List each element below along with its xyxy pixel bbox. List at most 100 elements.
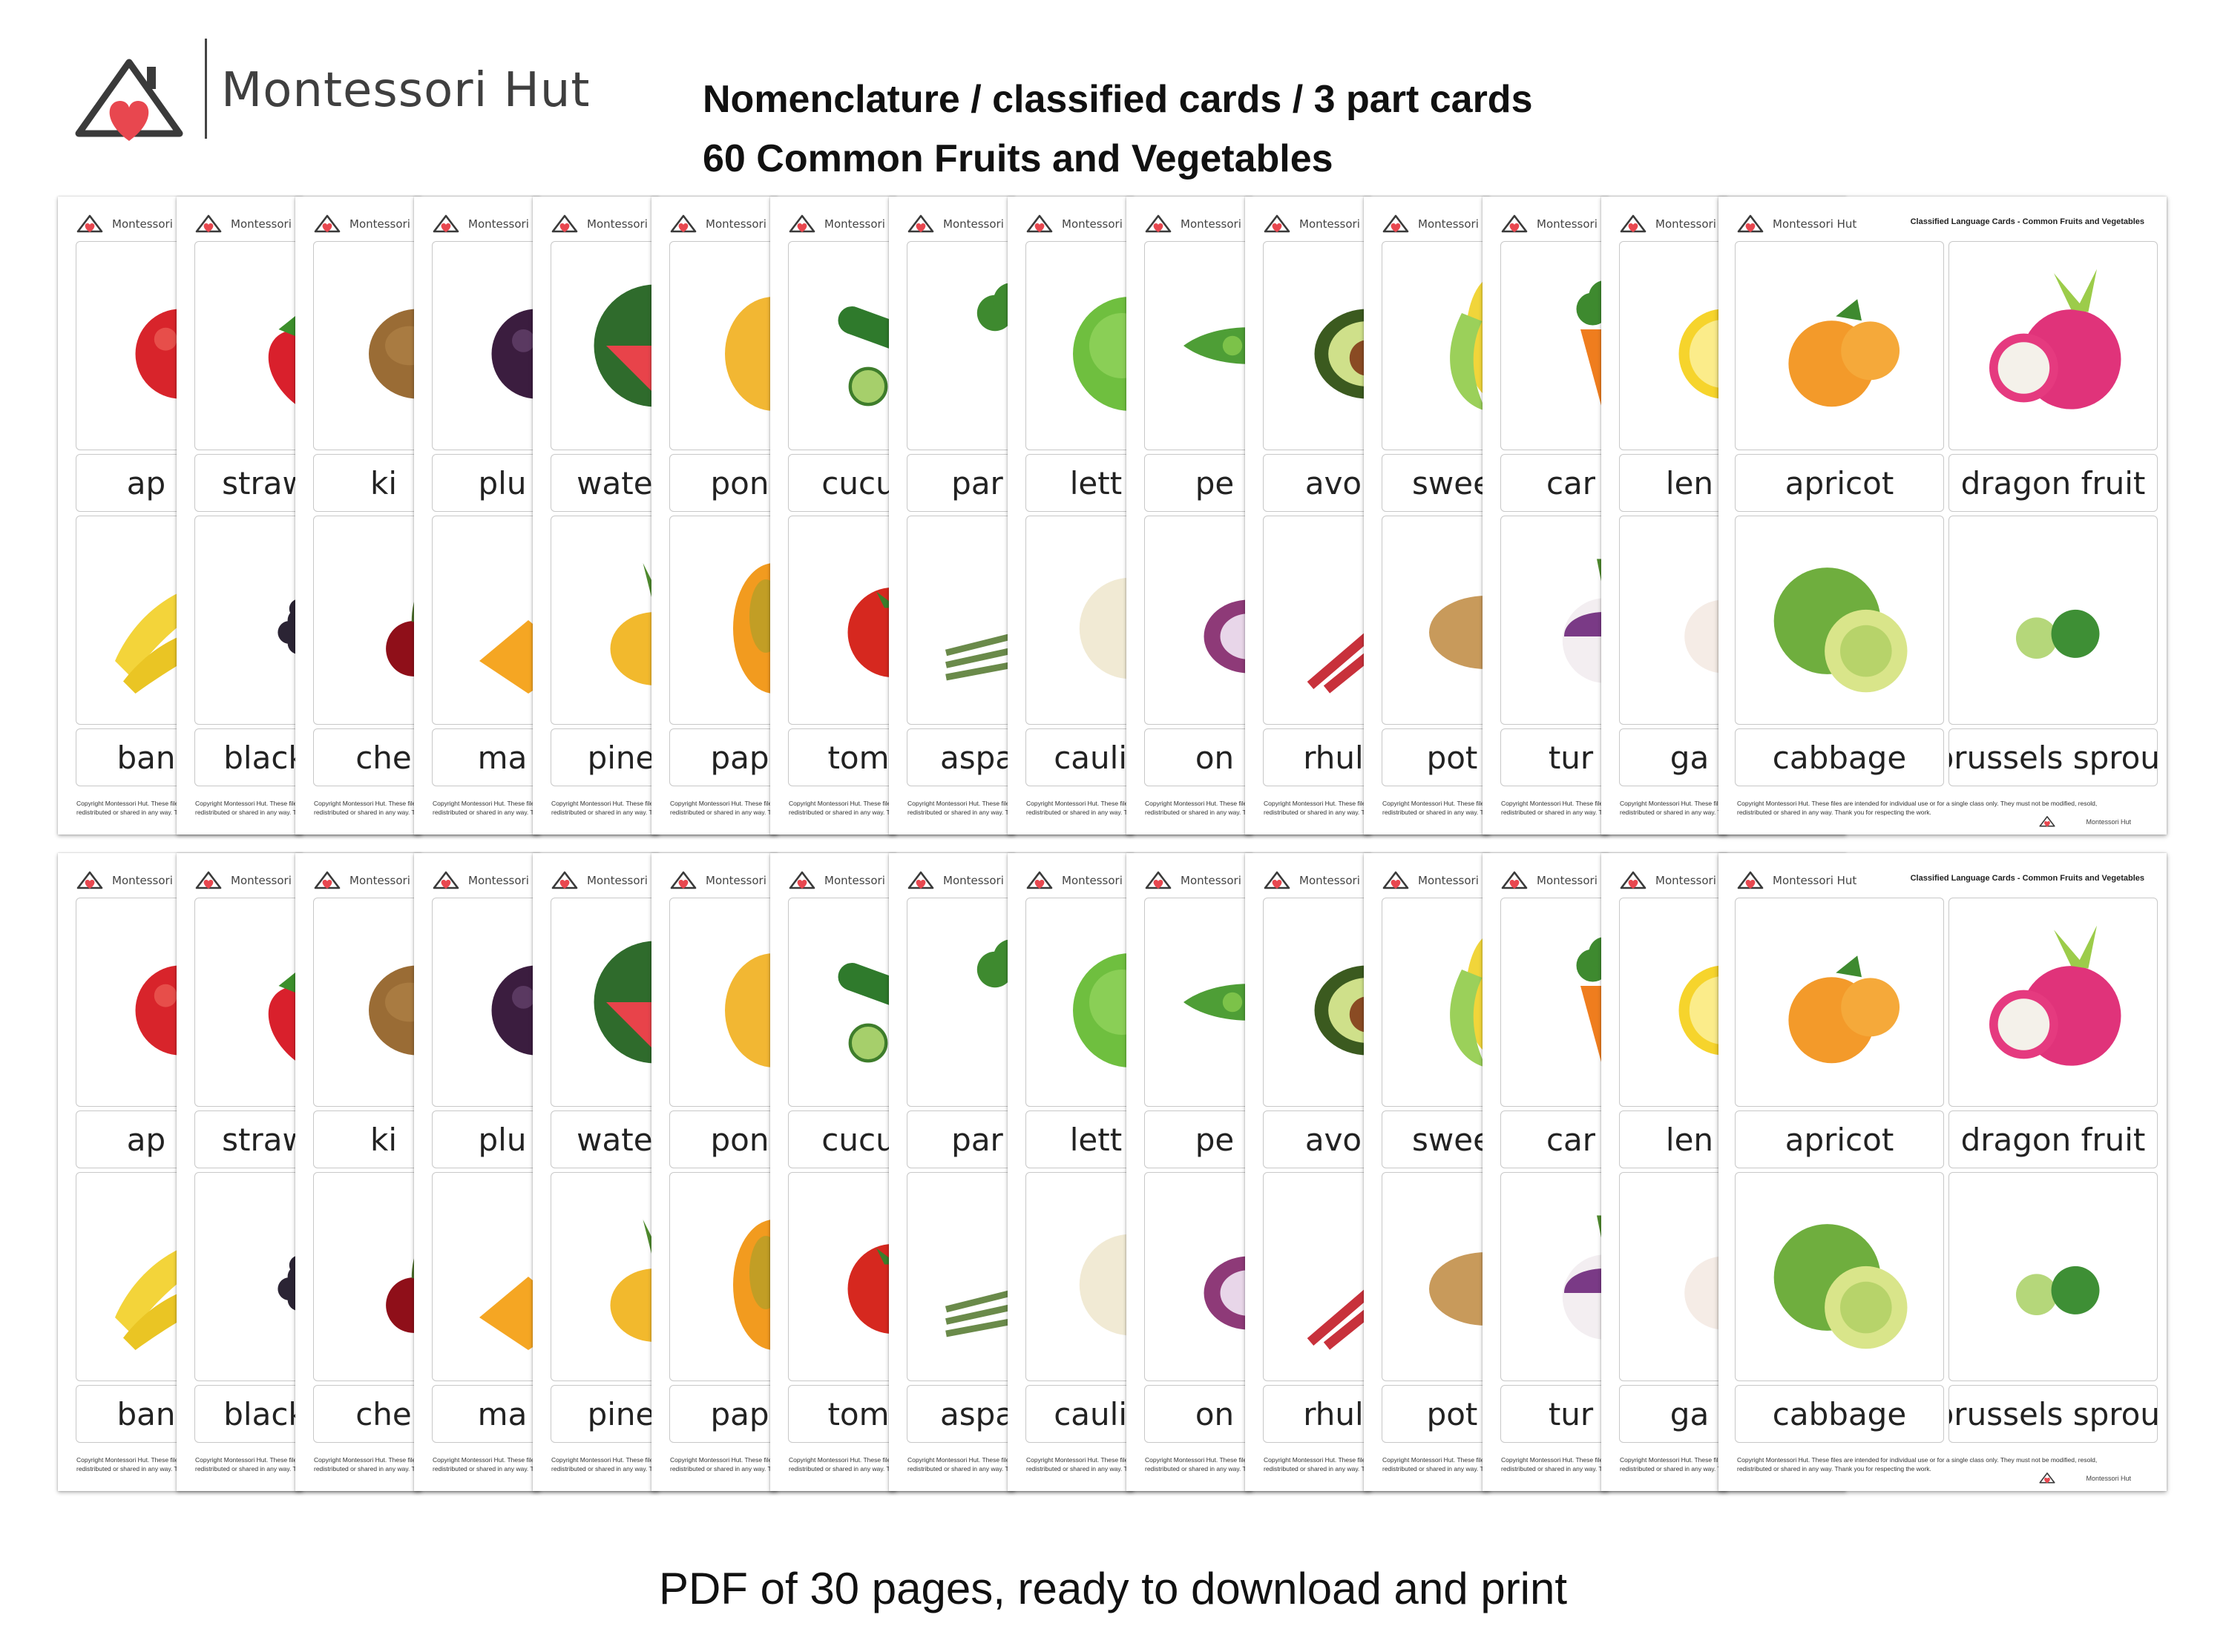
card-label: brussels sprout [1949,1395,2157,1432]
sheet-brand: Montessori Hut [1418,874,1503,887]
card-label: ki [370,1121,397,1158]
card-label: black [223,739,306,776]
card-label: che [355,739,412,776]
card-label: cucu [821,464,896,501]
house-heart-icon [1264,214,1290,233]
card-image [1750,917,1930,1089]
picture-card [1948,241,2158,450]
sheet-brand: Montessori Hut [943,874,1028,887]
house-heart-icon [1026,214,1053,233]
house-heart-icon [433,214,459,233]
house-heart-icon [1620,871,1646,889]
card-label: len [1665,1121,1714,1158]
sheet-title: Classified Language Cards - Common Fruit… [1910,874,2144,883]
house-heart-icon [907,214,934,233]
sheet-brand: Montessori Hut [112,874,197,887]
house-heart-icon [433,871,459,889]
card-label: ma [477,739,528,776]
sheet-brand: Montessori Hut [587,217,672,231]
headline-subtitle: 60 Common Fruits and Vegetables [703,137,1333,180]
card-label: ga [1670,739,1710,776]
card-image [1964,260,2144,432]
house-heart-icon [1145,214,1172,233]
dragon-fruit-icon [1989,925,2121,1066]
house-heart-icon [670,214,697,233]
picture-card [1735,898,1944,1107]
sheet-brand: Montessori Hut [1773,874,1857,887]
house-heart-icon [1145,871,1172,889]
house-heart-icon [195,214,222,233]
sheet-brand: Montessori Hut [112,217,197,231]
card-label: pap [710,1395,769,1432]
label-card: apricot [1735,1110,1944,1168]
sheet-brand: Montessori Hut [587,874,672,887]
card-label: on [1195,1395,1235,1432]
card-label: cucu [821,1121,896,1158]
card-label: apricot [1785,464,1894,501]
sheet-brand: Montessori Hut [1062,217,1146,231]
card-label: cabbage [1772,739,1907,776]
card-label: swee [1412,464,1492,501]
apricot-icon [1788,299,1900,407]
card-label: ap [126,1121,166,1158]
brussels-sprout-icon [2015,609,2100,659]
card-label: brussels sprout [1949,739,2157,776]
card-label: pot [1426,739,1478,776]
house-heart-icon [2039,816,2055,827]
sheet-brand: Montessori Hut [1773,217,1857,231]
card-label: ban [116,739,176,776]
house-heart-icon [1620,214,1646,233]
sheet-footer-brand: Montessori Hut [2086,1475,2131,1482]
card-label: par [951,1121,1003,1158]
house-heart-icon [1737,871,1764,889]
sheet-brand: Montessori Hut [468,874,553,887]
sheet-brand: Montessori Hut [706,874,790,887]
sheet-brand: Montessori Hut [706,217,790,231]
card-label: ki [370,464,397,501]
sheet-preview-last: Montessori Hut Classified Language Cards … [1718,197,2167,835]
card-label: aspa [939,739,1015,776]
card-label: ga [1670,1395,1710,1432]
copyright-text: Copyright Montessori Hut. These files ar… [1737,800,2098,816]
sheet-brand: Montessori Hut [349,874,434,887]
sheet-brand: Montessori Hut [1181,874,1265,887]
card-label: tom [827,1395,890,1432]
card-label: dragon fruit [1960,1121,2146,1158]
house-heart-icon [76,214,103,233]
sheet-brand: Montessori Hut [1537,217,1621,231]
sheet-brand: Montessori Hut [824,874,909,887]
card-label: tur [1548,1395,1594,1432]
house-heart-icon [1382,214,1409,233]
sheet-brand: Montessori Hut [1062,874,1146,887]
card-label: ban [116,1395,176,1432]
sheet-brand: Montessori Hut [1299,217,1384,231]
picture-card [1735,1172,1944,1381]
sheet-brand: Montessori Hut [1655,874,1740,887]
card-label: pine [587,1395,655,1432]
card-label: car [1546,1121,1596,1158]
cabbage-icon [1773,1224,1908,1349]
card-image [1964,535,2144,707]
headline-title: Nomenclature / classified cards / 3 part… [703,78,1533,121]
card-image [1750,1191,1930,1363]
sheet-title: Classified Language Cards - Common Fruit… [1910,217,2144,226]
card-label: swee [1412,1121,1492,1158]
sheet-brand: Montessori Hut [468,217,553,231]
house-heart-icon [195,871,222,889]
label-card: dragon fruit [1948,1110,2158,1168]
card-label: che [355,1395,412,1432]
card-label: car [1546,464,1596,501]
house-heart-icon [551,871,578,889]
card-label: ma [477,1395,528,1432]
card-label: straw [222,464,308,501]
sheet-footer-brand: Montessori Hut [2086,818,2131,826]
card-label: water [577,1121,666,1158]
house-heart-icon [1026,871,1053,889]
label-card: cabbage [1735,1385,1944,1443]
picture-card [1948,516,2158,725]
card-label: pon [710,464,769,501]
card-image [1964,1191,2144,1363]
sheet-brand: Montessori Hut [824,217,909,231]
house-heart-icon [907,871,934,889]
picture-card [1735,516,1944,725]
